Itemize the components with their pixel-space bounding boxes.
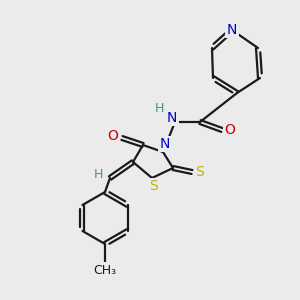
Text: S: S <box>196 165 204 179</box>
Text: CH₃: CH₃ <box>93 263 117 277</box>
Text: H: H <box>93 167 103 181</box>
Text: H: H <box>154 101 164 115</box>
Text: N: N <box>167 111 177 125</box>
Text: S: S <box>150 179 158 193</box>
Text: O: O <box>108 129 118 143</box>
Text: N: N <box>160 137 170 151</box>
Text: N: N <box>227 23 237 37</box>
Text: O: O <box>225 123 236 137</box>
